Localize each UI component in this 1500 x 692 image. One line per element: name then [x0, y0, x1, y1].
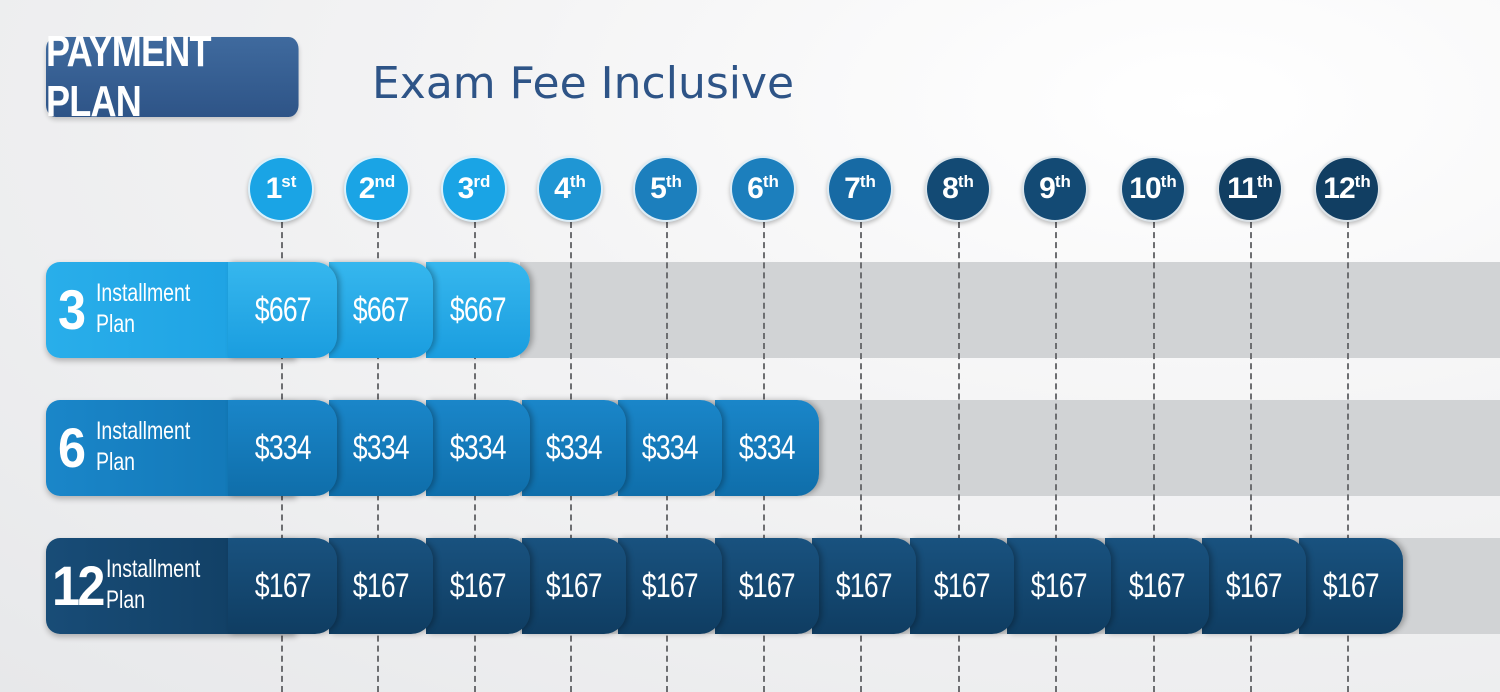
plan-installment-count: 6 — [58, 416, 86, 479]
plan-label-line2: Plan — [96, 310, 136, 338]
payment-amount-pill: $167 — [715, 538, 819, 634]
payment-amount: $667 — [450, 290, 507, 329]
payment-amount: $167 — [546, 566, 603, 605]
payment-amount: $167 — [934, 566, 991, 605]
plan-lane — [520, 262, 1500, 358]
payment-amount: $334 — [254, 428, 312, 467]
plan-label-line2: Plan — [106, 586, 146, 614]
payment-amount-pill: $167 — [910, 538, 1014, 634]
installment-divider — [1153, 222, 1155, 692]
payment-amount-pill: $167 — [228, 538, 337, 634]
payment-amount-pill: $167 — [522, 538, 626, 634]
plan-label-line1: Installment — [96, 417, 191, 445]
plan-label-text: Installment Plan — [106, 554, 200, 616]
installment-ordinal-suffix: th — [957, 172, 974, 191]
installment-ordinal-suffix: th — [569, 172, 586, 191]
installment-number: 4 — [554, 172, 571, 205]
payment-amount-pill: $167 — [329, 538, 433, 634]
installment-ordinal-suffix: st — [281, 172, 297, 191]
installment-number: 3 — [457, 172, 475, 205]
payment-amount: $167 — [254, 566, 312, 605]
installment-ordinal-suffix: th — [1160, 172, 1177, 191]
installment-ordinal-suffix: rd — [473, 172, 491, 191]
payment-amount-pill: $334 — [426, 400, 530, 496]
installment-number: 12 — [1323, 172, 1355, 205]
payment-amount: $334 — [739, 428, 796, 467]
installment-divider — [1055, 222, 1057, 692]
payment-amount: $167 — [450, 566, 507, 605]
payment-amount-pill: $167 — [426, 538, 530, 634]
payment-amount-pill: $334 — [618, 400, 722, 496]
installment-divider — [860, 222, 862, 692]
installment-number: 6 — [747, 172, 764, 205]
plan-label-line1: Installment — [96, 279, 191, 307]
payment-amount: $167 — [1226, 566, 1283, 605]
payment-amount: $167 — [353, 566, 410, 605]
plan-label-text: Installment Plan — [96, 416, 190, 478]
payment-amount: $334 — [353, 428, 410, 467]
payment-amount-pill: $167 — [618, 538, 722, 634]
installment-divider — [958, 222, 960, 692]
installment-number: 9 — [1039, 172, 1056, 205]
installment-ordinal-suffix: th — [1054, 172, 1071, 191]
payment-amount-pill: $334 — [522, 400, 626, 496]
payment-amount-pill: $667 — [228, 262, 337, 358]
payment-amount-pill: $334 — [715, 400, 819, 496]
payment-amount-pill: $167 — [1202, 538, 1306, 634]
installment-ordinal-suffix: th — [1354, 172, 1371, 191]
installment-number: 2 — [358, 172, 376, 205]
installment-divider — [1250, 222, 1252, 692]
payment-amount: $167 — [1323, 566, 1380, 605]
payment-amount-pill: $167 — [1105, 538, 1209, 634]
payment-amount-pill: $167 — [812, 538, 916, 634]
installment-ordinal-suffix: th — [665, 172, 682, 191]
payment-amount: $167 — [739, 566, 796, 605]
installment-number: 10 — [1129, 172, 1161, 205]
payment-amount: $167 — [836, 566, 893, 605]
installment-number: 5 — [650, 172, 667, 205]
page-subtitle: Exam Fee Inclusive — [372, 58, 795, 109]
payment-amount-pill: $334 — [228, 400, 337, 496]
installment-number: 8 — [942, 172, 959, 205]
payment-amount-pill: $167 — [1007, 538, 1111, 634]
payment-amount-pill: $167 — [1299, 538, 1403, 634]
payment-amount-pill: $667 — [426, 262, 530, 358]
installment-ordinal-suffix: th — [762, 172, 779, 191]
plan-installment-count: 12 — [52, 554, 105, 617]
installment-ordinal-suffix: nd — [374, 172, 396, 191]
payment-amount: $167 — [1031, 566, 1088, 605]
installment-ordinal-suffix: th — [859, 172, 876, 191]
payment-amount-pill: $667 — [329, 262, 433, 358]
page-title-badge: PAYMENT PLAN — [46, 27, 299, 126]
installment-number: 7 — [844, 172, 861, 205]
plan-installment-count: 3 — [58, 278, 86, 341]
payment-amount: $667 — [353, 290, 410, 329]
payment-amount: $667 — [254, 290, 312, 329]
installment-number: 11 — [1227, 172, 1258, 205]
plan-label-line2: Plan — [96, 448, 136, 476]
installment-ordinal-suffix: th — [1256, 172, 1273, 191]
plan-label-line1: Installment — [106, 555, 201, 583]
payment-amount-pill: $334 — [329, 400, 433, 496]
payment-amount: $334 — [546, 428, 603, 467]
payment-amount: $167 — [642, 566, 699, 605]
payment-amount: $334 — [642, 428, 699, 467]
plan-label-text: Installment Plan — [96, 278, 190, 340]
payment-amount: $167 — [1129, 566, 1186, 605]
installment-number: 1 — [265, 172, 283, 205]
installment-divider — [1347, 222, 1349, 692]
payment-amount: $334 — [450, 428, 507, 467]
